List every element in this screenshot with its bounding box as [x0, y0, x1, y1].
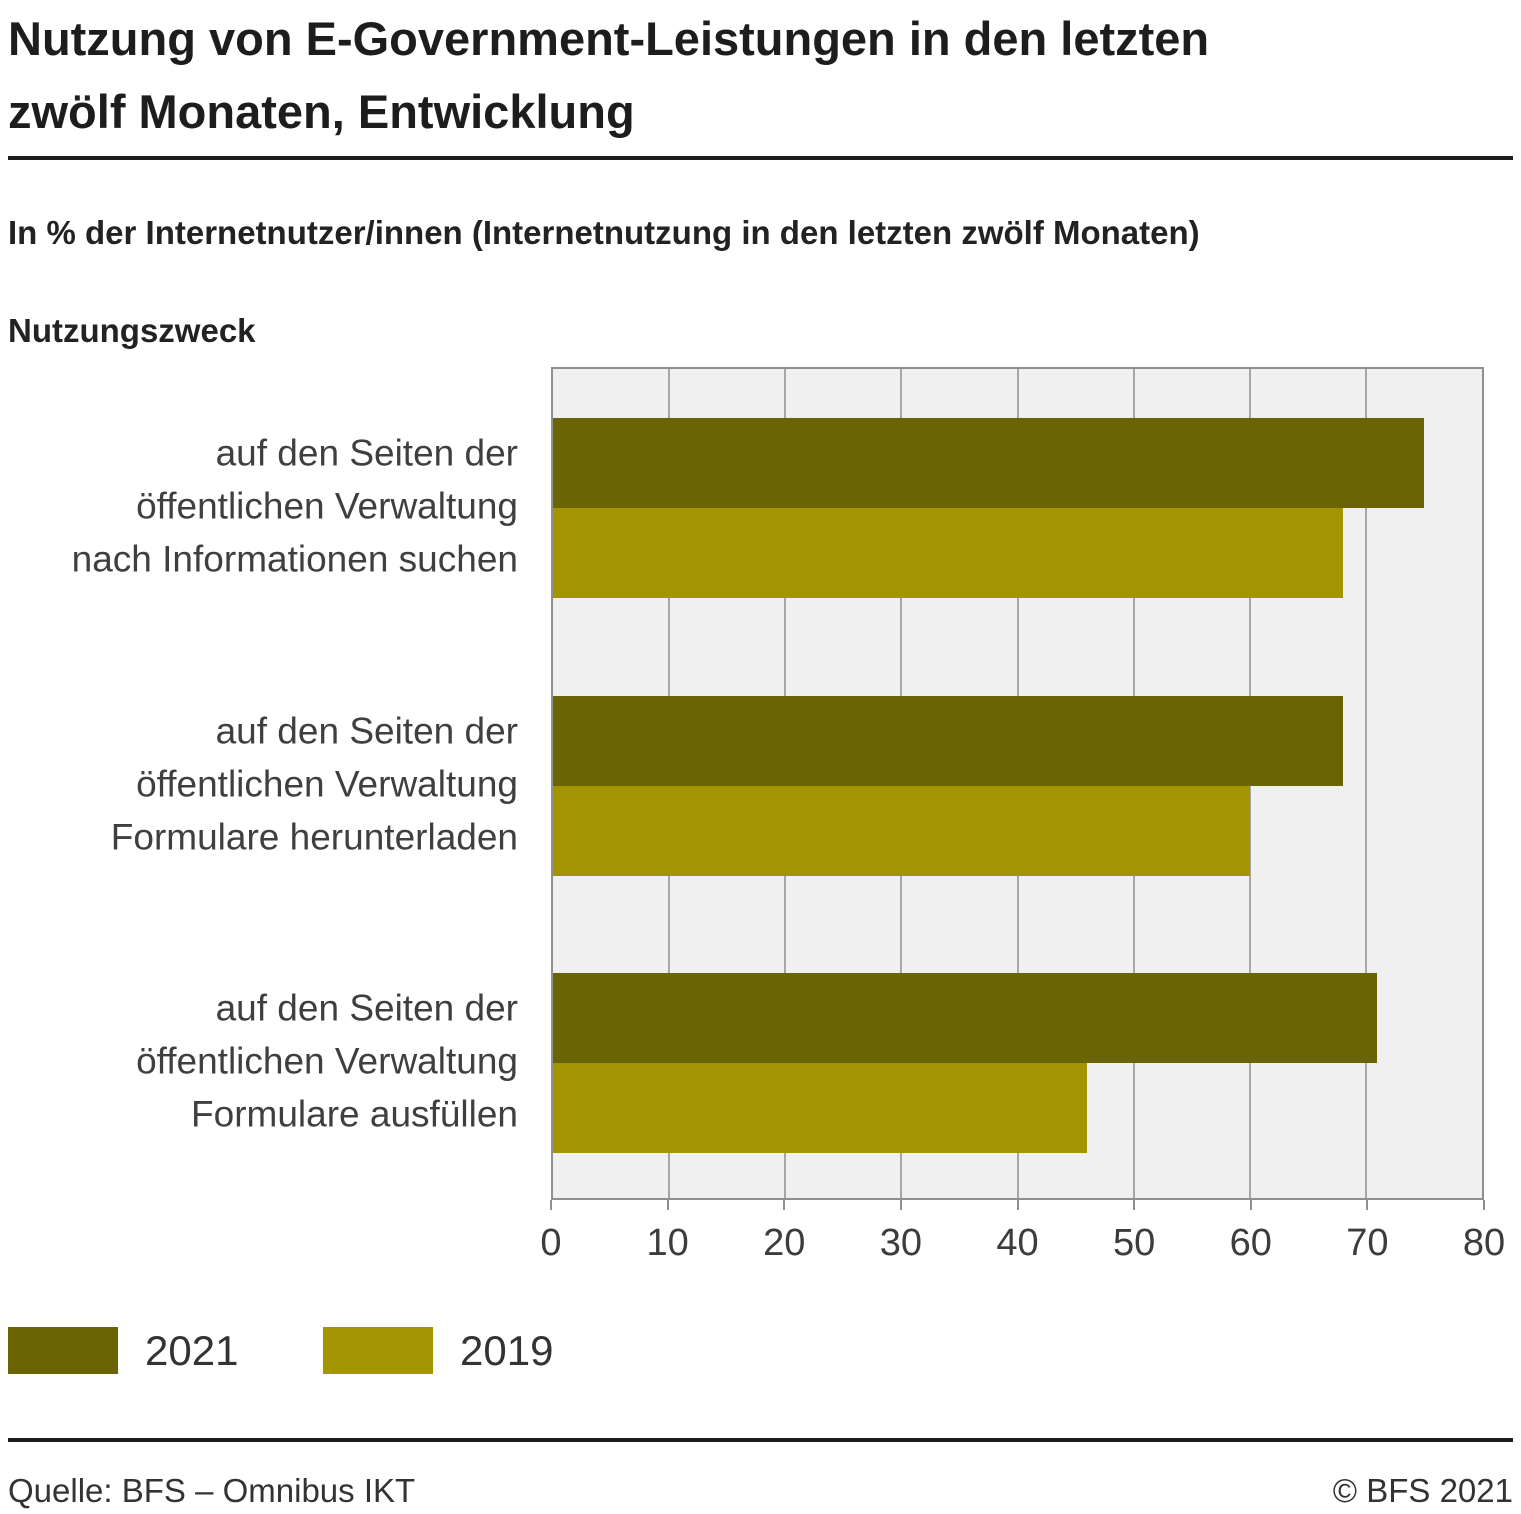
- category-label-line: auf den Seiten der: [215, 710, 518, 752]
- copyright-note: © BFS 2021: [1332, 1472, 1513, 1509]
- chart-title-line1: Nutzung von E-Government-Leistungen in d…: [8, 12, 1210, 65]
- x-gridline-70: [1364, 369, 1367, 1198]
- category-labels: auf den Seiten der öffentlichen Verwaltun…: [0, 367, 518, 1200]
- category-label-1: auf den Seiten der öffentlichen Verwaltun…: [0, 427, 518, 586]
- category-label-line: öffentlichen Verwaltung: [136, 1040, 518, 1082]
- x-tick-label-50: 50: [1112, 1222, 1156, 1264]
- x-tick-50: [1133, 1200, 1136, 1210]
- x-tick-40: [1016, 1200, 1019, 1210]
- chart-title-line2: zwölf Monaten, Entwicklung: [8, 85, 635, 138]
- bar-2019-category-1: [553, 508, 1343, 598]
- bar-2021-category-3: [553, 973, 1378, 1063]
- bar-2019-category-2: [553, 786, 1250, 876]
- category-label-line: Formulare ausfüllen: [191, 1093, 518, 1135]
- x-tick-label-40: 40: [996, 1222, 1039, 1264]
- chart-title: Nutzung von E-Government-Leistungen in d…: [8, 2, 1468, 148]
- x-tick-label-30: 30: [879, 1222, 923, 1264]
- x-tick-label-20: 20: [763, 1222, 806, 1264]
- x-tick-label-80: 80: [1462, 1222, 1506, 1264]
- x-tick-70: [1366, 1200, 1369, 1210]
- x-tick-label-10: 10: [646, 1222, 689, 1264]
- bar-2021-category-1: [553, 418, 1424, 508]
- category-label-line: auf den Seiten der: [215, 432, 518, 474]
- x-tick-20: [783, 1200, 786, 1210]
- x-tick-0: [550, 1200, 552, 1210]
- x-tick-label-70: 70: [1346, 1222, 1389, 1264]
- bar-2021-category-2: [553, 696, 1343, 786]
- legend-label-2021: 2021: [145, 1327, 239, 1374]
- legend-swatch-2021: [8, 1327, 118, 1374]
- category-label-line: öffentlichen Verwaltung: [136, 485, 518, 527]
- plot-area: [551, 367, 1484, 1200]
- x-tick-label-60: 60: [1229, 1222, 1272, 1264]
- legend-swatch-2019: [323, 1327, 433, 1374]
- source-note: Quelle: BFS – Omnibus IKT: [8, 1472, 416, 1509]
- x-tick-80: [1483, 1200, 1485, 1210]
- x-axis: 0 10 20 30 40 50 60 70 80: [540, 1200, 1505, 1270]
- x-tick-30: [899, 1200, 902, 1210]
- x-tick-label-0: 0: [540, 1222, 562, 1264]
- axis-heading: Nutzungszweck: [8, 312, 256, 349]
- x-tick-10: [666, 1200, 669, 1210]
- legend-label-2019: 2019: [460, 1327, 554, 1374]
- category-label-line: nach Informationen suchen: [71, 538, 518, 580]
- category-label-line: auf den Seiten der: [215, 987, 518, 1029]
- category-label-line: öffentlichen Verwaltung: [136, 763, 518, 805]
- title-divider: [8, 156, 1513, 160]
- x-tick-60: [1249, 1200, 1252, 1210]
- category-label-2: auf den Seiten der öffentlichen Verwaltun…: [0, 705, 518, 864]
- footer-divider: [8, 1438, 1513, 1442]
- bar-2019-category-3: [553, 1063, 1088, 1153]
- chart-subtitle: In % der Internetnutzer/innen (Internetn…: [8, 214, 1200, 251]
- category-label-3: auf den Seiten der öffentlichen Verwaltun…: [0, 982, 518, 1141]
- category-label-line: Formulare herunterladen: [110, 816, 518, 858]
